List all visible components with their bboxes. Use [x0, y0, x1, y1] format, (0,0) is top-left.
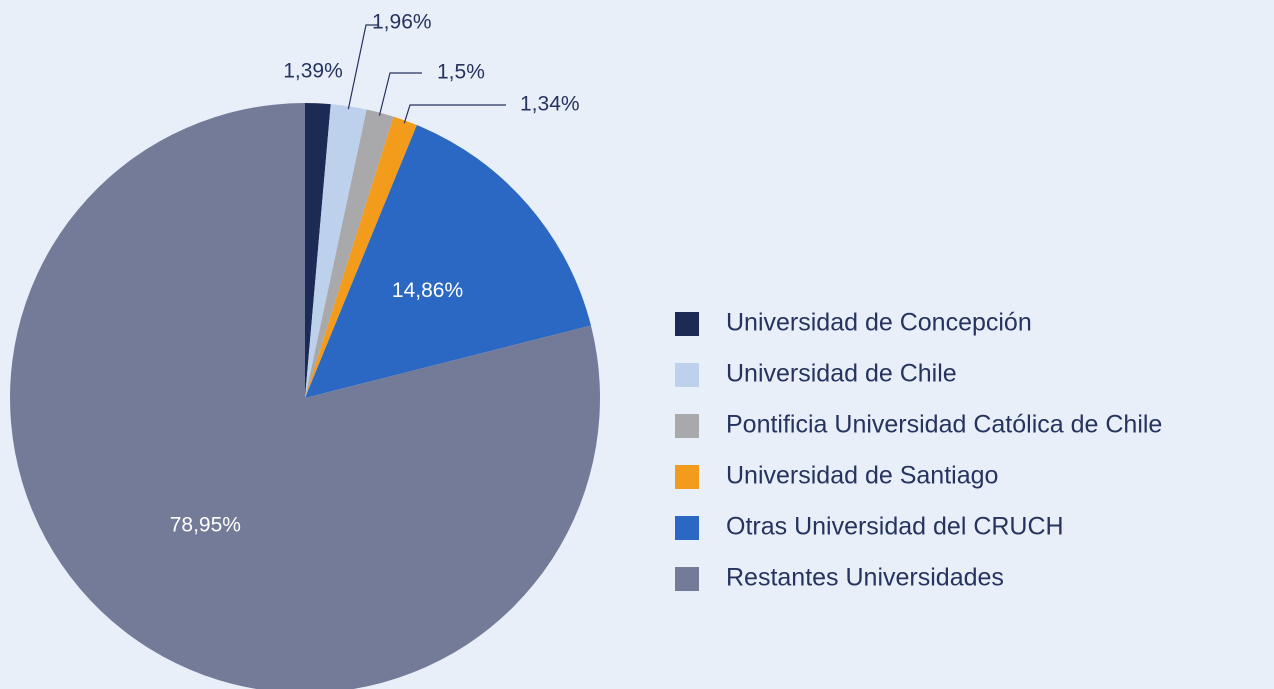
pie-slice — [305, 104, 367, 398]
legend-swatch — [675, 465, 699, 489]
slice-label: 1,39% — [283, 60, 343, 83]
legend-swatch — [675, 312, 699, 336]
legend-swatch — [675, 414, 699, 438]
legend-label: Restantes Universidades — [726, 564, 1004, 592]
legend-label: Universidad de Santiago — [726, 462, 998, 490]
legend-label: Universidad de Chile — [726, 360, 957, 388]
pie-slice — [10, 103, 600, 689]
slice-label: 1,34% — [520, 93, 580, 116]
leader-line — [403, 104, 506, 124]
leader-line — [347, 24, 378, 110]
pie-slice — [305, 116, 417, 398]
slice-label: 78,95% — [170, 514, 241, 537]
legend-swatch — [675, 516, 699, 540]
pie-slice — [305, 109, 394, 399]
legend-label: Universidad de Concepción — [726, 309, 1032, 337]
legend-swatch — [675, 567, 699, 591]
legend-swatch — [675, 363, 699, 387]
pie-slice — [305, 125, 591, 398]
slice-label: 14,86% — [392, 279, 463, 302]
legend-label: Pontificia Universidad Católica de Chile — [726, 411, 1162, 439]
legend-label: Otras Universidad del CRUCH — [726, 513, 1064, 541]
slice-label: 1,96% — [372, 11, 432, 34]
slice-label: 1,5% — [437, 61, 485, 84]
leader-line — [378, 72, 422, 116]
pie-slice — [305, 103, 331, 398]
